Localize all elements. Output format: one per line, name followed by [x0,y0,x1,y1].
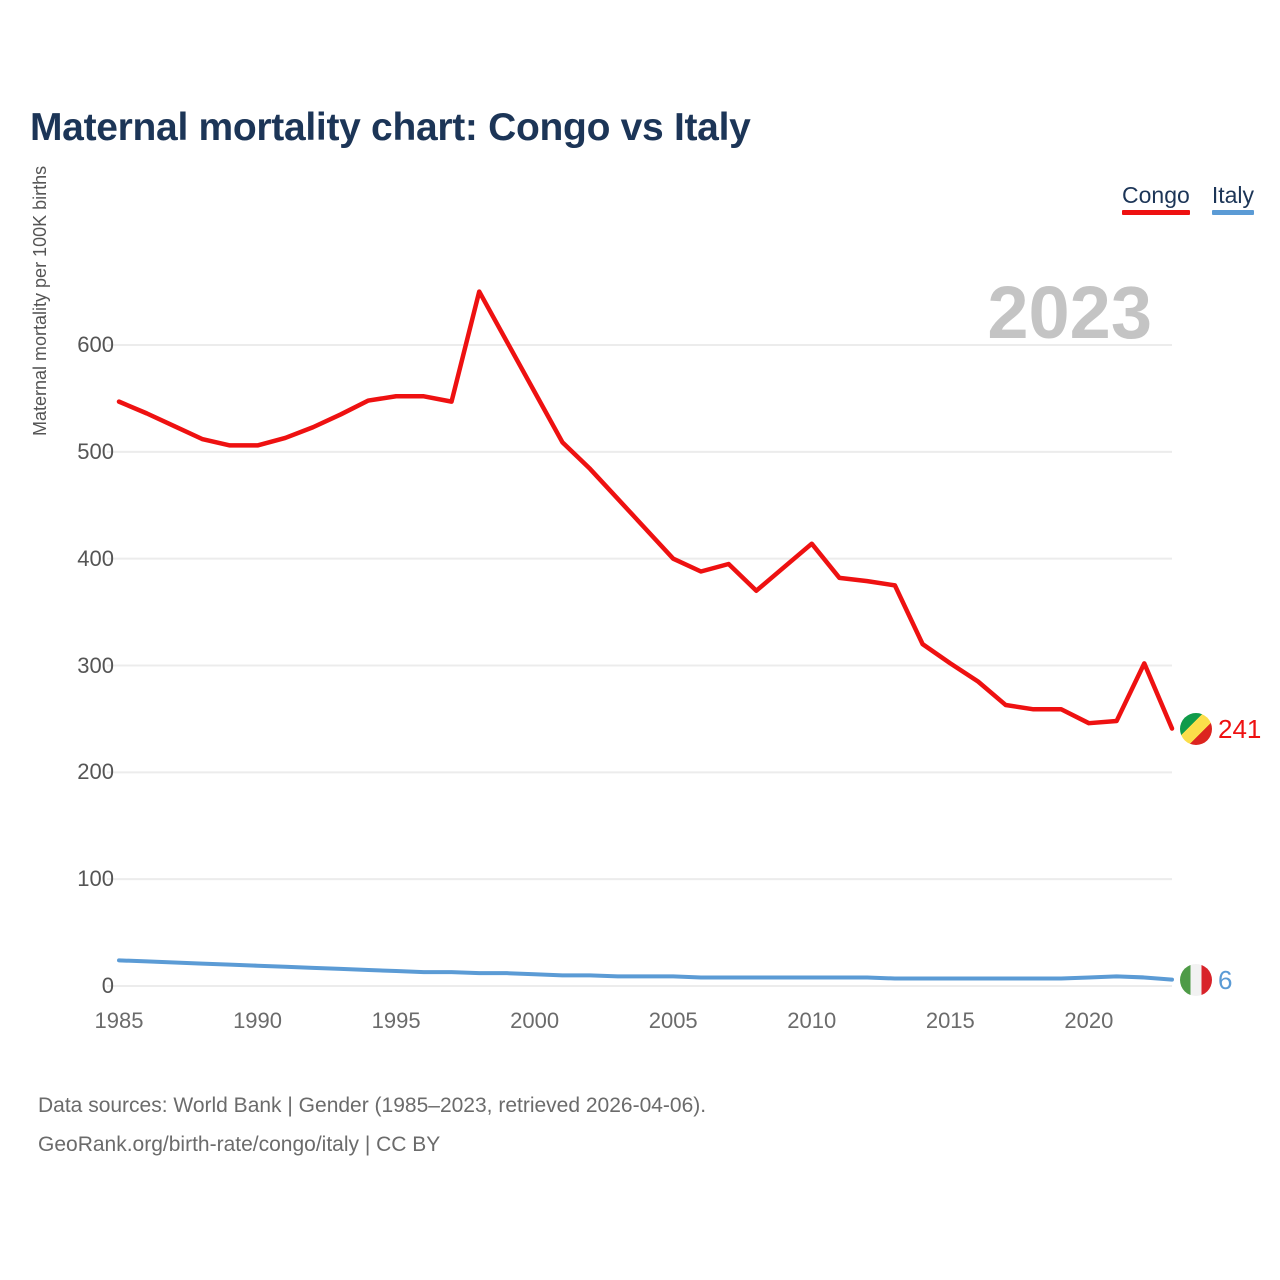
y-tick-label: 100 [77,866,114,892]
legend-label-congo: Congo [1122,182,1190,208]
legend-rule-italy [1211,210,1254,215]
end-value-italy: 6 [1218,964,1233,995]
x-tick-label: 2000 [510,1008,560,1033]
series-lines [116,289,1175,982]
series-line-congo [116,289,1175,731]
end-value-congo: 241 [1218,713,1262,744]
x-tick-label: 2020 [1064,1008,1114,1033]
congo-flag-icon [1180,712,1212,745]
page-title: Maternal mortality chart: Congo vs Italy [30,106,751,149]
x-tick-label: 2015 [925,1008,975,1033]
gridlines [107,344,1172,987]
chart-legend: Congo Italy [1122,182,1254,215]
footer-line-sources: Data sources: World Bank | Gender (1985–… [38,1094,707,1117]
x-tick-label: 1990 [233,1008,283,1033]
x-tick-label: 1995 [371,1008,421,1033]
footer: Data sources: World Bank | Gender (1985–… [38,1086,706,1164]
end-label-congo: 241 [1180,712,1262,745]
x-tick-label: 1985 [94,1008,144,1033]
italy-flag-icon [1180,963,1212,996]
y-tick-label: 300 [77,652,114,678]
end-label-italy: 6 [1180,963,1233,996]
y-tick-label: 0 [101,973,114,998]
y-tick-label: 600 [77,332,114,357]
x-tick-label: 2010 [787,1008,837,1033]
y-tick-label: 500 [77,438,114,464]
year-watermark: 2023 [987,271,1152,354]
legend-item-italy[interactable]: Italy [1211,182,1254,215]
y-tick-label: 400 [77,545,114,571]
x-tick-label: 2005 [648,1008,698,1033]
legend-item-congo[interactable]: Congo [1122,182,1190,215]
footer-line-attribution: GeoRank.org/birth-rate/congo/italy | CC … [38,1133,441,1156]
legend-label-italy: Italy [1211,182,1254,208]
series-line-italy [117,958,1174,982]
y-tick-label: 200 [77,759,114,785]
legend-rule-congo [1122,210,1190,215]
